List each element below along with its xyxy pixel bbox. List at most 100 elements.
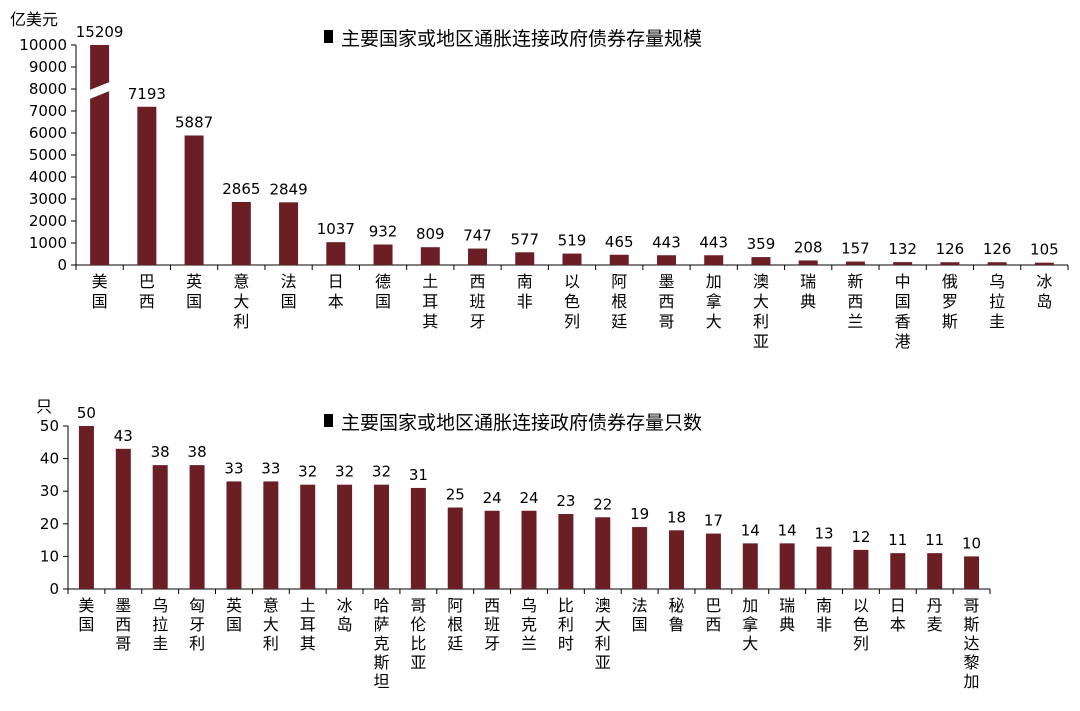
y-tick-label: 4000 — [29, 168, 67, 186]
category-label: 以色列 — [564, 272, 580, 331]
category-label: 俄罗斯 — [942, 272, 958, 331]
category-label: 美国 — [78, 596, 94, 634]
category-label: 土耳其 — [422, 272, 438, 331]
bar — [420, 247, 440, 265]
bar — [263, 481, 279, 589]
data-label: 23 — [556, 492, 575, 510]
category-label: 冰岛 — [337, 596, 353, 634]
category-label: 墨西哥 — [658, 272, 674, 331]
y-tick-label: 10000 — [19, 36, 67, 54]
category-label: 英国 — [226, 596, 242, 634]
category-label: 德国 — [375, 272, 391, 311]
y-tick-label: 30 — [40, 482, 59, 500]
category-label: 巴西 — [139, 272, 155, 311]
category-label: 法国 — [281, 272, 297, 311]
data-label: 19 — [630, 505, 649, 523]
data-label: 14 — [778, 521, 797, 539]
bar — [632, 527, 648, 589]
category-label: 巴西 — [705, 596, 721, 634]
data-label: 32 — [335, 463, 354, 481]
category-label: 瑞典 — [779, 596, 795, 634]
data-label: 5887 — [175, 113, 213, 131]
bars — [87, 45, 1054, 265]
bar — [78, 426, 94, 589]
y-tick-label: 20 — [40, 515, 59, 533]
category-label: 南非 — [517, 272, 533, 311]
bar — [890, 553, 906, 589]
bar — [779, 543, 795, 589]
bar — [704, 255, 724, 265]
bar — [705, 533, 721, 589]
data-label: 25 — [446, 486, 465, 504]
bar — [669, 530, 685, 589]
bar — [373, 484, 389, 589]
bar — [184, 135, 204, 265]
y-tick-label: 40 — [40, 450, 59, 468]
data-label: 932 — [369, 222, 398, 240]
chart-title: 主要国家或地区通胀连接政府债券存量规模 — [341, 28, 702, 50]
data-label: 32 — [372, 463, 391, 481]
axes: 0 1000 2000 3000 4000 5000 6000 7000 8000 9000 100… — [19, 36, 1069, 274]
bar — [927, 553, 943, 589]
category-label: 丹麦 — [927, 596, 943, 634]
category-label: 乌拉圭 — [989, 272, 1005, 331]
data-label: 33 — [261, 459, 280, 477]
data-label: 519 — [558, 232, 587, 250]
bar — [410, 487, 426, 589]
chart-scale-chart: 亿美元 主要国家或地区通胀连接政府债券存量规模 0 1000 2000 3000 400… — [10, 10, 1069, 351]
chart-count-chart: 只 主要国家或地区通胀连接政府债券存量只数 0 10 20 30 40 50 50 43 38… — [36, 397, 991, 691]
bar — [964, 556, 980, 589]
data-label: 38 — [188, 443, 207, 461]
y-tick-label: 9000 — [29, 58, 67, 76]
bar — [326, 242, 346, 265]
data-label: 17 — [704, 512, 723, 530]
category-label: 日本 — [328, 272, 344, 311]
y-tick-label: 50 — [40, 417, 59, 435]
category-label: 瑞典 — [800, 272, 816, 311]
bar — [940, 262, 960, 265]
data-label: 11 — [888, 531, 907, 549]
data-label: 359 — [747, 235, 776, 253]
data-label: 2865 — [222, 180, 260, 198]
data-label: 12 — [851, 528, 870, 546]
y-tick-label: 1000 — [29, 234, 67, 252]
data-label: 747 — [463, 227, 492, 245]
data-label: 43 — [114, 427, 133, 445]
bars — [78, 426, 980, 589]
bar — [656, 255, 676, 265]
data-label: 14 — [741, 521, 760, 539]
y-tick-label: 0 — [49, 580, 59, 598]
data-label: 22 — [593, 495, 612, 513]
data-label: 31 — [409, 466, 428, 484]
data-label: 33 — [224, 459, 243, 477]
category-label: 日本 — [890, 596, 906, 634]
y-tick-label: 7000 — [29, 102, 67, 120]
data-label: 443 — [699, 233, 728, 251]
data-label: 465 — [605, 233, 634, 251]
data-label: 13 — [814, 525, 833, 543]
data-label: 32 — [298, 463, 317, 481]
data-label: 132 — [888, 240, 917, 258]
bar — [90, 45, 110, 265]
category-label: 加拿大 — [706, 272, 722, 331]
category-label: 阿根廷 — [447, 596, 463, 653]
category-label: 意大利 — [263, 596, 279, 653]
bar — [279, 202, 299, 265]
category-label: 中国香港 — [895, 272, 911, 351]
y-tick-label: 0 — [57, 256, 67, 274]
data-label: 208 — [794, 238, 823, 256]
data-label: 126 — [936, 240, 965, 258]
data-label: 24 — [483, 489, 502, 507]
bar — [853, 549, 869, 589]
data-label: 157 — [841, 240, 870, 258]
data-label: 105 — [1030, 241, 1059, 259]
bar — [231, 201, 251, 265]
category-label: 以色列 — [853, 596, 869, 653]
category-label: 新西兰 — [847, 272, 863, 331]
bar — [751, 257, 771, 265]
bar — [987, 262, 1007, 265]
category-label: 阿根廷 — [611, 272, 627, 331]
category-label: 法国 — [632, 596, 648, 634]
chart-title: 主要国家或地区通胀连接政府债券存量只数 — [341, 412, 702, 434]
